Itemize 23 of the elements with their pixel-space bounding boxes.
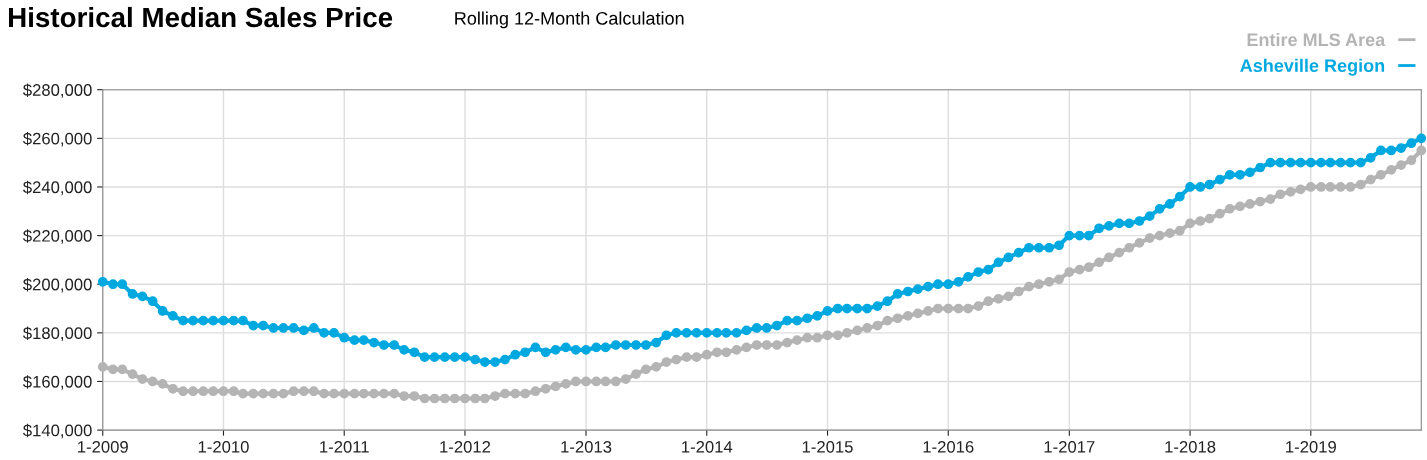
x-tick-label: 1-2012 (440, 440, 491, 453)
x-tick-label: 1-2011 (320, 440, 369, 453)
x-tick-label: 1-2013 (561, 440, 612, 453)
chart-title: Historical Median Sales Price (8, 6, 393, 28)
y-tick-label: $260,000 (23, 132, 92, 147)
y-tick-label: $280,000 (23, 83, 92, 98)
y-tick-label: $160,000 (23, 375, 92, 390)
y-tick-label: $200,000 (23, 277, 92, 293)
y-tick-label: $140,000 (23, 423, 92, 439)
chart-subtitle: Rolling 12-Month Calculation (455, 11, 684, 29)
legend-label: Entire MLS Area (1247, 32, 1386, 47)
legend-label: Asheville Region (1240, 58, 1385, 76)
x-tick-label: 1-2010 (198, 440, 249, 453)
y-tick-label: $220,000 (23, 229, 92, 244)
x-tick-label: 1-2009 (78, 440, 128, 453)
x-tick-label: 1-2017 (1044, 440, 1095, 453)
y-tick-label: $240,000 (23, 180, 92, 196)
x-tick-label: 1-2019 (1286, 440, 1336, 453)
x-tick-label: 1-2018 (1165, 440, 1216, 453)
x-tick-label: 1-2014 (682, 440, 733, 453)
x-tick-label: 1-2015 (802, 440, 853, 453)
x-tick-label: 1-2016 (923, 440, 974, 453)
y-tick-label: $180,000 (23, 326, 92, 342)
